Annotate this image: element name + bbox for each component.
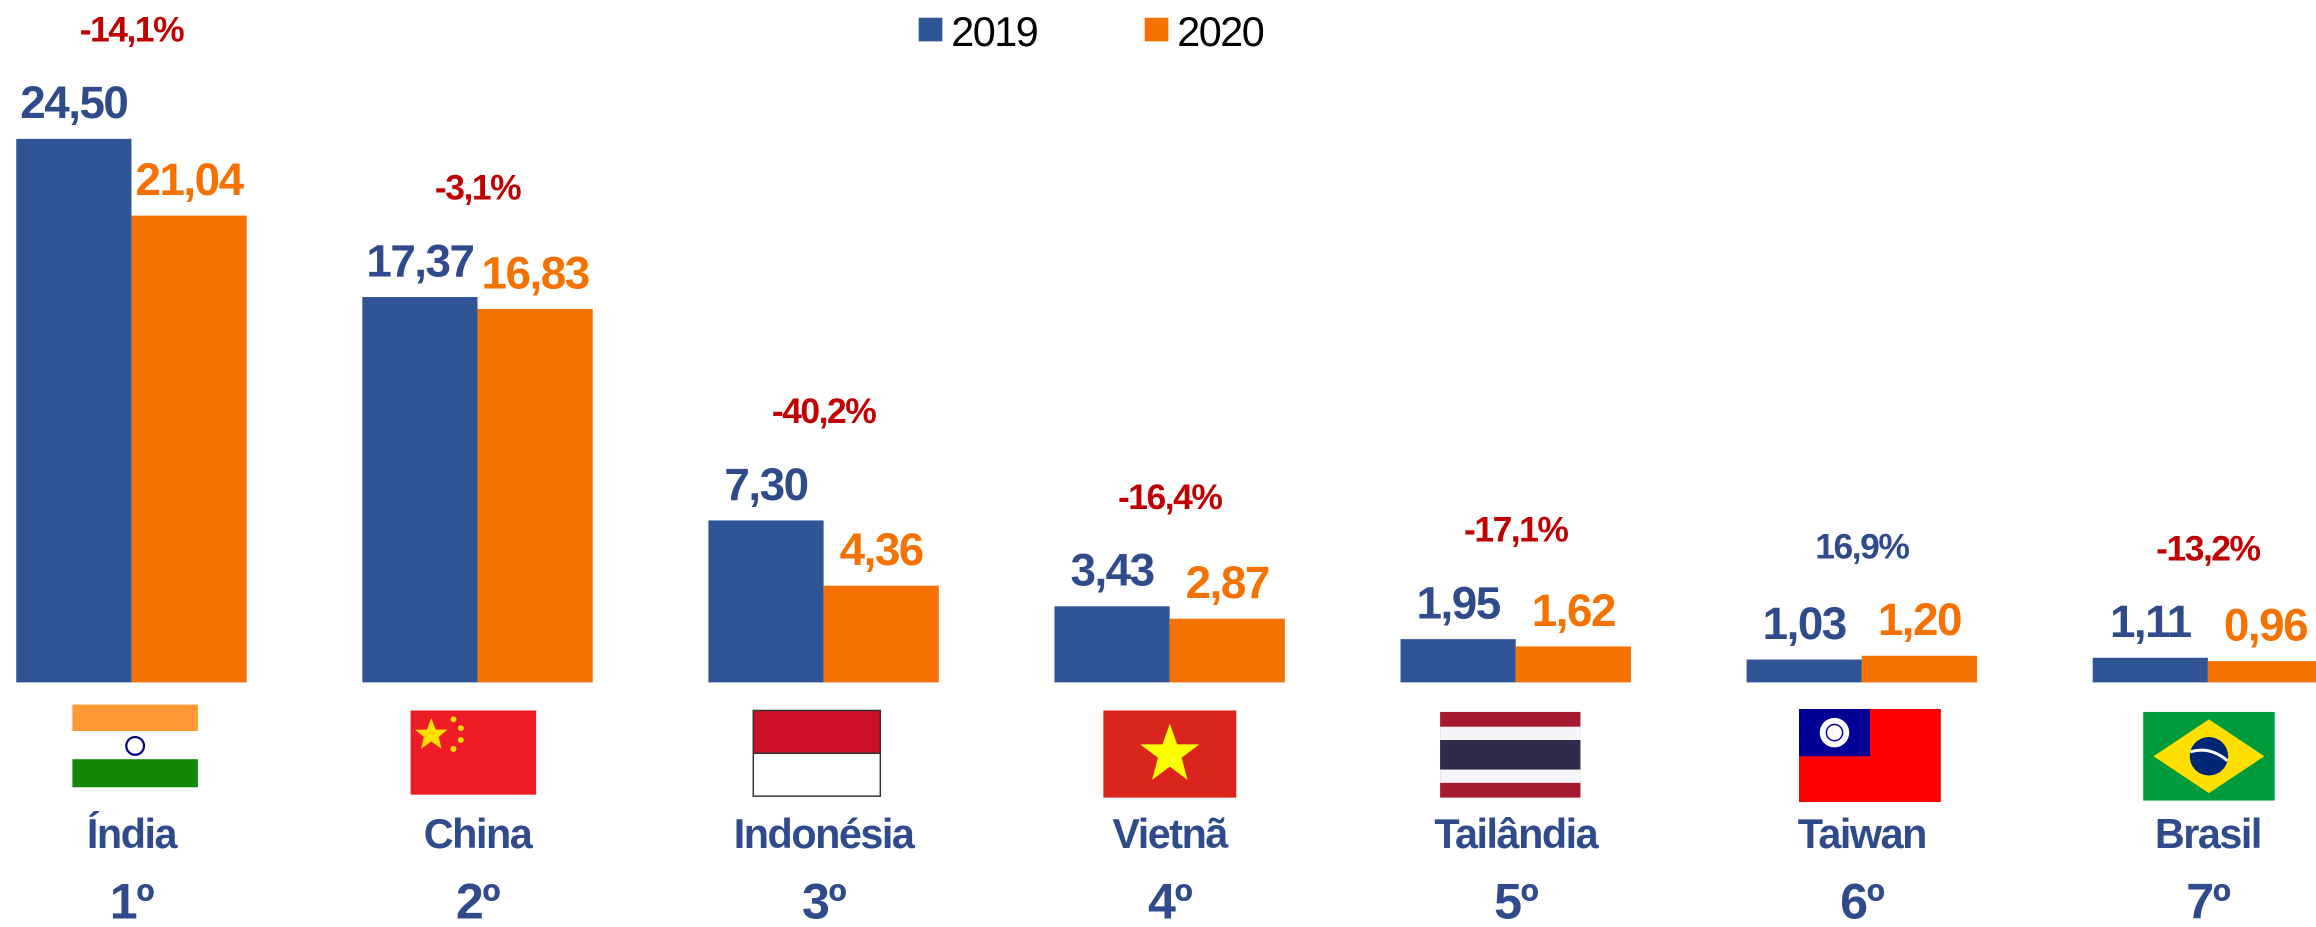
value-label: 1,62 [1532, 585, 1615, 636]
value-label: 1,95 [1417, 577, 1501, 628]
change-label: -13,2% [2156, 528, 2260, 568]
flag-taiwan [1799, 708, 1941, 803]
value-label: 7,30 [724, 459, 807, 510]
bar [1169, 618, 1285, 683]
value-label: 1,11 [2110, 596, 2192, 647]
category-label: China [424, 811, 534, 857]
bar [362, 297, 478, 683]
bar [1861, 655, 1978, 683]
bar [1515, 646, 1631, 683]
rank-label: 1º [110, 874, 154, 927]
rank-label: 4º [1148, 874, 1192, 927]
rank-label: 3º [802, 874, 846, 927]
bar [131, 215, 247, 683]
legend-label: 2020 [1177, 9, 1264, 55]
value-label: 3,43 [1070, 545, 1153, 596]
bar [823, 585, 939, 683]
value-label: 17,37 [366, 235, 473, 286]
legend-label: 2019 [951, 9, 1038, 55]
flags [72, 704, 2275, 803]
flag-thailand [1440, 711, 1581, 798]
flag-brazil [2143, 711, 2275, 801]
bar [708, 520, 824, 683]
change-label: 16,9% [1815, 526, 1909, 566]
change-label: -16,4% [1118, 477, 1222, 517]
rank-label: 6º [1840, 874, 1884, 927]
bar [1400, 639, 1516, 683]
flag-china [410, 710, 537, 795]
rank-label: 2º [456, 874, 500, 927]
value-label: 1,03 [1763, 598, 1846, 649]
value-label: 0,96 [2224, 599, 2307, 650]
value-label: 2,87 [1186, 557, 1269, 608]
value-label: 1,20 [1878, 594, 1961, 645]
bar [2207, 661, 2316, 683]
category-label: Taiwan [1798, 811, 1926, 857]
change-label: -40,2% [772, 391, 876, 431]
category-label: Brasil [2155, 811, 2261, 857]
category-label: Índia [87, 811, 179, 857]
legend-swatch [1144, 17, 1169, 42]
category-label: Indonésia [734, 811, 916, 857]
value-label: 4,36 [840, 524, 923, 575]
bar [2092, 657, 2208, 683]
value-label: 24,50 [20, 77, 127, 128]
value-label: 16,83 [482, 247, 589, 298]
rank-label: 5º [1494, 874, 1538, 927]
category-label: Vietnã [1112, 811, 1229, 857]
flag-indonesia [752, 709, 882, 797]
flag-india [72, 704, 198, 788]
flag-vietnam [1103, 710, 1237, 798]
bar [477, 309, 593, 683]
rank-label: 7º [2186, 874, 2230, 927]
change-label: -17,1% [1464, 510, 1568, 550]
bar [1746, 659, 1862, 683]
bar [1054, 606, 1170, 683]
legend-swatch [918, 17, 943, 42]
change-label: -3,1% [435, 168, 521, 208]
change-label: -14,1% [80, 9, 184, 49]
value-label: 21,04 [135, 154, 244, 205]
category-label: Tailândia [1434, 811, 1599, 857]
bar [16, 138, 132, 683]
